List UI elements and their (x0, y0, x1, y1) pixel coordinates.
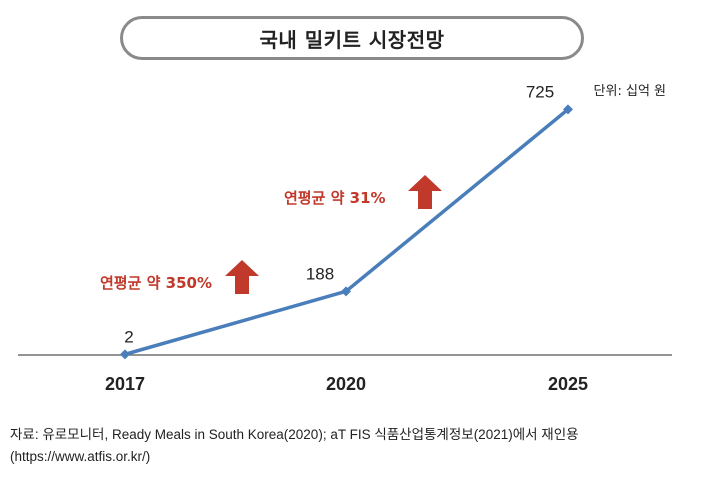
source-line-1: 자료: 유로모니터, Ready Meals in South Korea(20… (10, 427, 579, 442)
source-line-2: (https://www.atfis.or.kr/) (10, 449, 151, 464)
x-tick-label: 2025 (548, 374, 588, 394)
data-label: 725 (526, 82, 554, 101)
x-tick-label: 2020 (326, 374, 366, 394)
unit-note: 단위: 십억 원 (593, 84, 666, 99)
growth-annotation: 연평균 약 31% (284, 189, 386, 207)
up-arrow-icon (225, 260, 259, 294)
chart-title: 국내 밀키트 시장전망 (259, 27, 445, 52)
growth-annotation: 연평균 약 350% (100, 274, 212, 292)
data-point (120, 349, 130, 360)
x-tick-label: 2017 (105, 374, 145, 394)
up-arrow-icon (408, 175, 442, 209)
series-line (124, 108, 570, 357)
data-point (341, 286, 351, 297)
data-label: 188 (306, 264, 334, 283)
data-point (563, 104, 573, 115)
line-chart: 2 188 725 2017 2020 2025 연평균 약 350% 연평균 약 31% (18, 82, 672, 394)
source-note: 자료: 유로모니터, Ready Meals in South Korea(20… (10, 424, 710, 468)
data-label: 2 (124, 327, 133, 346)
chart-title-box: 국내 밀키트 시장전망 (120, 16, 584, 60)
